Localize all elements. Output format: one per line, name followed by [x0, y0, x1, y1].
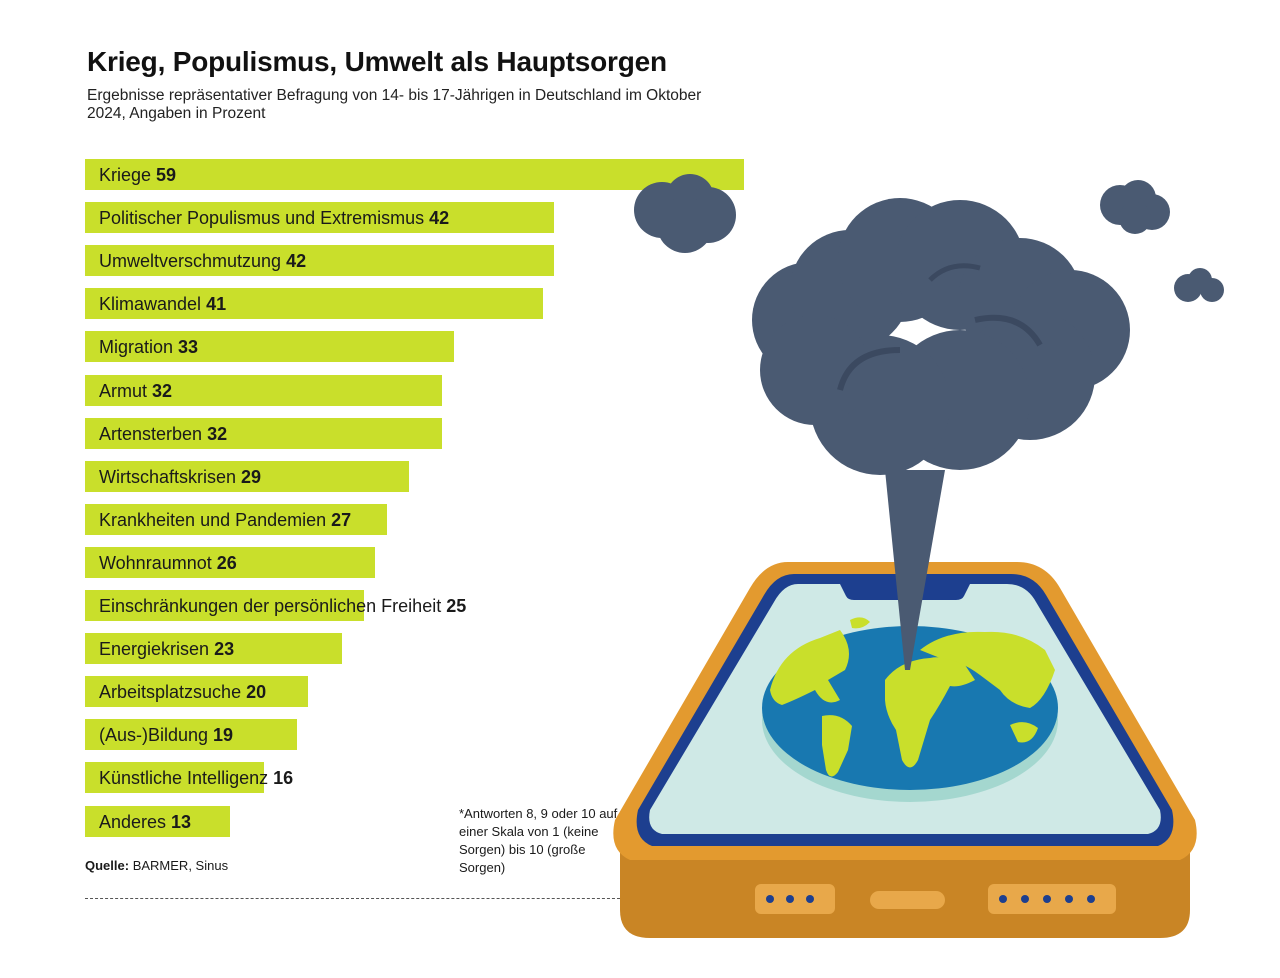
bar-row: Artensterben 32 — [85, 417, 785, 449]
bar-row: Anderes 13 — [85, 805, 785, 837]
category-label: Politischer Populismus und Extremismus — [99, 208, 430, 229]
bar-row: Arbeitsplatzsuche 20 — [85, 676, 785, 708]
value-label: 23 — [214, 639, 235, 660]
bar-label: Künstliche Intelligenz 16 — [99, 768, 293, 789]
chart-subtitle: Ergebnisse repräsentativer Befragung von… — [87, 87, 702, 122]
value-label: 25 — [446, 596, 467, 616]
bar-row: (Aus-)Bildung 19 — [85, 719, 785, 751]
category-label: Anderes — [99, 811, 172, 832]
category-label: Migration — [99, 337, 179, 358]
bar-chart: Kriege 59 Politischer Populismus und Extr… — [85, 159, 785, 849]
bar-label: Wohnraumnot 26 — [99, 553, 237, 574]
category-label: Kriege — [99, 165, 157, 185]
value-label: 27 — [331, 509, 352, 530]
bar-row: Einschränkungen der persönlichen Freihei… — [85, 590, 785, 621]
value-label: 16 — [273, 768, 294, 789]
earth-disc-illustration — [762, 617, 1058, 802]
value-label: 29 — [241, 466, 262, 487]
bar — [85, 331, 454, 363]
bar — [85, 460, 409, 492]
category-label: Klimawandel — [99, 294, 207, 315]
divider-line — [85, 898, 625, 899]
bar-label: Politischer Populismus und Extremismus 4… — [99, 208, 449, 229]
value-label: 32 — [207, 423, 228, 444]
bar-row: Migration 33 — [85, 331, 785, 363]
bar — [85, 503, 387, 535]
smartphone-earth-cloud-illustration — [613, 174, 1224, 938]
bar — [85, 633, 342, 665]
bar-label: Artensterben 32 — [99, 424, 227, 445]
value-label: 26 — [216, 552, 237, 573]
footnote: *Antworten 8, 9 oder 10 auf einer Skala … — [459, 806, 618, 875]
bar-label: Kriege 59 — [99, 165, 176, 186]
bar-row: Künstliche Intelligenz 16 — [85, 762, 785, 794]
value-label: 33 — [178, 337, 199, 358]
bar-row: Wirtschaftskrisen 29 — [85, 460, 785, 492]
bar-label: Armut 32 — [99, 381, 172, 402]
value-label: 42 — [286, 251, 307, 272]
bar-label: Wirtschaftskrisen 29 — [99, 467, 261, 488]
value-label: 19 — [213, 725, 234, 746]
bar — [85, 159, 744, 190]
bar-label: Energiekrisen 23 — [99, 639, 234, 660]
bar — [85, 202, 555, 234]
value-label: 20 — [246, 682, 267, 703]
bar-row: Armut 32 — [85, 374, 785, 406]
value-label: 41 — [206, 294, 227, 315]
bar-row: Politischer Populismus und Extremismus 4… — [85, 202, 785, 234]
chart-title: Krieg, Populismus, Umwelt als Hauptsorge… — [87, 46, 667, 77]
bar — [85, 288, 543, 320]
value-label: 13 — [171, 811, 192, 832]
bar-label: Migration 33 — [99, 337, 198, 358]
bar-row: Krankheiten und Pandemien 27 — [85, 503, 785, 535]
category-label: Künstliche Intelligenz — [99, 768, 274, 789]
category-label: Arbeitsplatzsuche — [99, 682, 247, 703]
category-label: Energiekrisen — [99, 639, 215, 660]
bar — [85, 374, 443, 406]
bar-label: Klimawandel 41 — [99, 294, 226, 315]
bar — [85, 245, 555, 277]
bar — [85, 719, 298, 751]
source-note: Quelle: BARMER, Sinus — [85, 858, 228, 873]
bar — [85, 546, 376, 578]
value-label: 42 — [429, 208, 450, 229]
category-label: Artensterben — [99, 423, 208, 444]
category-label: Wirtschaftskrisen — [99, 466, 242, 487]
smoke-cloud-illustration — [634, 174, 1224, 670]
category-label: Armut — [99, 380, 153, 401]
bar-row: Umweltverschmutzung 42 — [85, 245, 785, 277]
category-label: Umweltverschmutzung — [99, 251, 287, 272]
bar-row: Energiekrisen 23 — [85, 633, 785, 665]
bar — [85, 805, 231, 837]
bar — [85, 762, 264, 794]
bar-label: Anderes 13 — [99, 812, 191, 833]
bar-label: Krankheiten und Pandemien 27 — [99, 510, 351, 531]
bar — [85, 676, 309, 708]
bar — [85, 417, 443, 449]
bar-label: Umweltverschmutzung 42 — [99, 251, 306, 272]
bar-label: (Aus-)Bildung 19 — [99, 725, 233, 746]
bar — [85, 590, 365, 621]
bar-row: Wohnraumnot 26 — [85, 546, 785, 578]
category-label: Wohnraumnot — [99, 552, 217, 573]
category-label: Einschränkungen der persönlichen Freihei… — [99, 596, 447, 616]
value-label: 32 — [152, 380, 173, 401]
bar-label: Einschränkungen der persönlichen Freihei… — [99, 596, 466, 617]
bar-row: Klimawandel 41 — [85, 288, 785, 320]
source-text: BARMER, Sinus — [132, 858, 229, 873]
category-label: Krankheiten und Pandemien — [99, 509, 332, 530]
bar-row: Kriege 59 — [85, 159, 785, 190]
bar-label: Arbeitsplatzsuche 20 — [99, 682, 266, 703]
value-label: 59 — [156, 165, 177, 185]
source-label: Quelle: — [85, 858, 130, 873]
category-label: (Aus-)Bildung — [99, 725, 214, 746]
